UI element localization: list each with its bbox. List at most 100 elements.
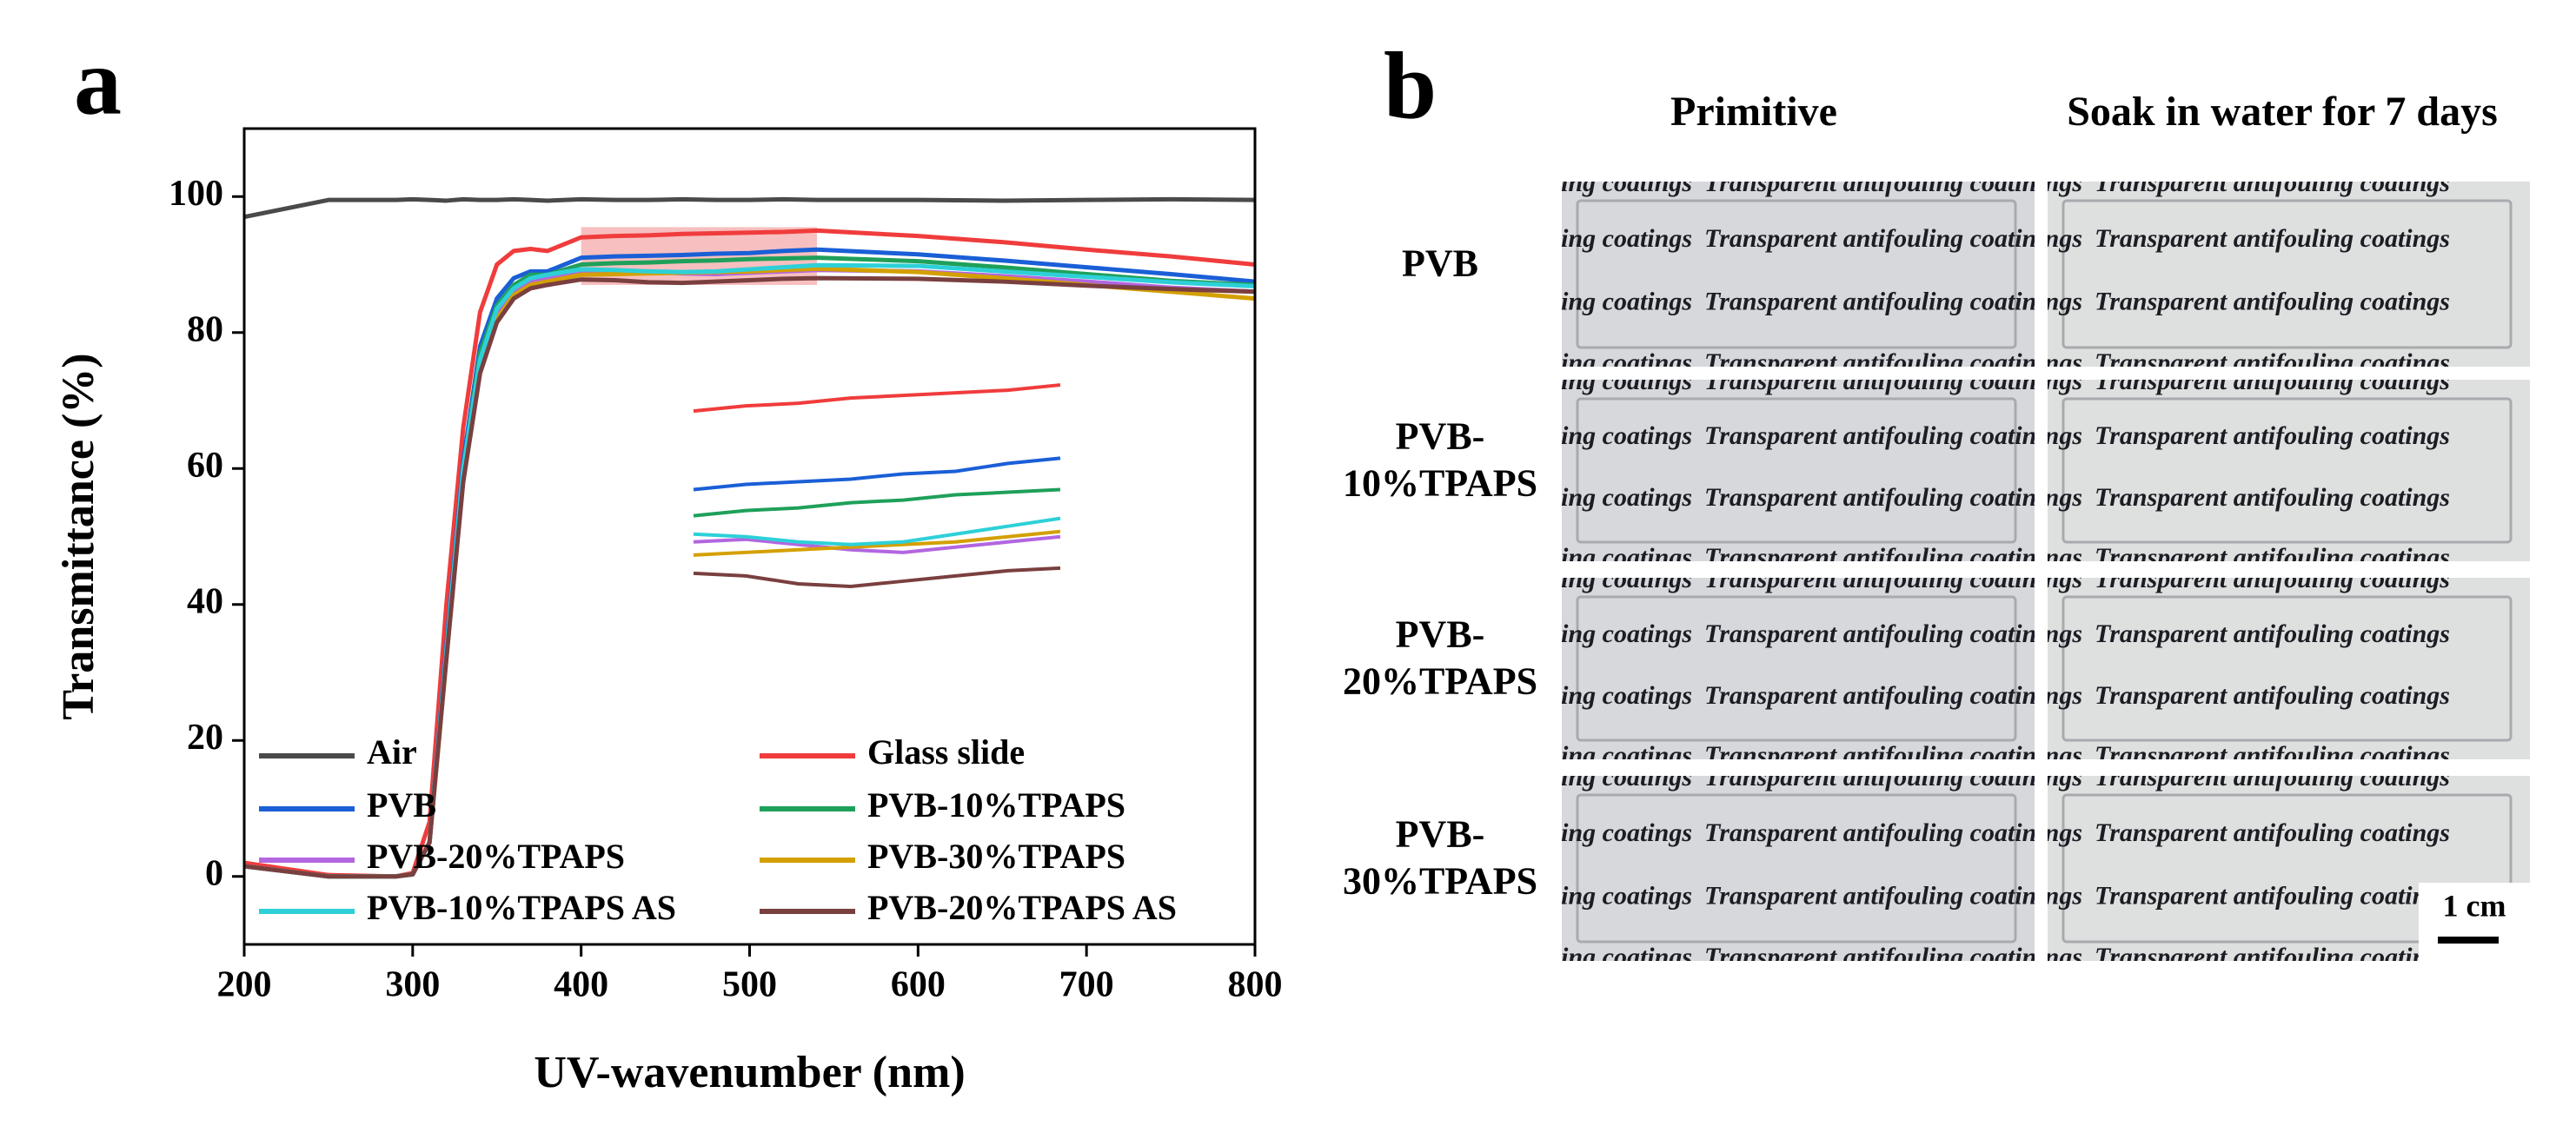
photo-text: Transparent antifouling coatings xyxy=(1704,169,2060,197)
x-tick-label: 300 xyxy=(385,965,440,1005)
photo-text: Transparent antifouling coatings xyxy=(1704,367,2060,395)
row-label: 10%TPAPS xyxy=(1343,462,1537,505)
x-tick-label: 600 xyxy=(891,965,946,1005)
photo-text: Transparent antifouling coatings xyxy=(2095,421,2450,450)
photo: Transparent antifouling coatings Transpar… xyxy=(1727,565,2530,770)
photo-text: Transparent antifouling coatings xyxy=(1704,287,2060,315)
photo-text: Transparent antifouling coatings xyxy=(2095,367,2450,395)
photo-text: Transparent antifouling coatings xyxy=(1704,224,2060,253)
plot-frame xyxy=(242,127,1257,946)
series-line xyxy=(243,275,1256,879)
photo-text: Transparent antifouling coatings xyxy=(1337,543,1692,572)
photo-text: Transparent antifouling coatings xyxy=(2095,348,2450,377)
slide-edge xyxy=(2061,199,2513,349)
y-tick-label: 20 xyxy=(187,718,223,758)
photo-text: Transparent antifouling coatings xyxy=(1337,681,1692,710)
photo-bg xyxy=(1562,776,2035,961)
photo-text: Transparent antifouling coatings xyxy=(1704,741,2060,770)
photo-text: Transparent antifouling coatings xyxy=(1727,619,2082,648)
row-label: PVB- xyxy=(1396,813,1485,856)
slide-edge xyxy=(2061,397,2513,544)
photo-text: Transparent antifouling coatings xyxy=(1727,565,2082,593)
photo-bg xyxy=(2048,380,2530,561)
y-tick-label: 60 xyxy=(187,446,223,486)
photo-text: Transparent antifouling coatings xyxy=(2095,619,2450,648)
photo-text: Transparent antifouling coatings xyxy=(1704,619,2060,648)
photo-bg xyxy=(2048,578,2530,759)
y-axis-label: Transmittance (%) xyxy=(54,353,103,719)
photo-text: Transparent antifouling coatings xyxy=(2095,169,2450,197)
photo-text: Transparent antifouling coatings xyxy=(1727,943,2082,971)
photo-text: Transparent antifouling coatings xyxy=(1727,763,2082,792)
photo-text: Transparent antifouling coatings xyxy=(1337,224,1692,253)
photo-text: Transparent antifouling coatings xyxy=(1704,565,2060,593)
photo-text: Transparent antifouling coatings xyxy=(1337,287,1692,315)
photo-text: Transparent antifouling coatings xyxy=(1727,543,2082,572)
row-label: PVB- xyxy=(1396,613,1485,656)
slide-edge xyxy=(1576,595,2017,742)
photo-text: Transparent antifouling coatings xyxy=(1704,763,2060,792)
slide-edge xyxy=(1576,397,2017,544)
inset-line xyxy=(693,534,1061,554)
photo: Transparent antifouling coatings Transpar… xyxy=(1727,169,2530,377)
x-tick-label: 800 xyxy=(1228,965,1283,1005)
photo: Transparent antifouling coatings Transpar… xyxy=(1337,763,2060,971)
photo-text: Transparent antifouling coatings xyxy=(1727,287,2082,315)
photo-text: Transparent antifouling coatings xyxy=(1727,881,2082,910)
photo-text: Transparent antifouling coatings xyxy=(1704,543,2060,572)
column-header: Soak in water for 7 days xyxy=(2067,89,2498,135)
y-tick-label: 100 xyxy=(169,174,223,214)
photo: Transparent antifouling coatings Transpar… xyxy=(1727,367,2530,572)
photo-text: Transparent antifouling coatings xyxy=(1727,741,2082,770)
photo: Transparent antifouling coatings Transpar… xyxy=(1337,367,2060,572)
photo-text: Transparent antifouling coatings xyxy=(1337,741,1692,770)
y-tick-label: 0 xyxy=(205,853,223,893)
photo-text: Transparent antifouling coatings xyxy=(2095,943,2450,971)
photo-text: Transparent antifouling coatings xyxy=(2095,881,2450,910)
photo-text: Transparent antifouling coatings xyxy=(1337,818,1692,847)
photo-text: Transparent antifouling coatings xyxy=(2095,543,2450,572)
photo-text: Transparent antifouling coatings xyxy=(1337,763,1692,792)
column-header: Primitive xyxy=(1670,89,1837,135)
scale-bar xyxy=(2438,937,2499,944)
legend-label: PVB-10%TPAPS xyxy=(867,785,1125,825)
photo-text: Transparent antifouling coatings xyxy=(1704,421,2060,450)
photo-text: Transparent antifouling coatings xyxy=(2095,763,2450,792)
photo-text: Transparent antifouling coatings xyxy=(1337,619,1692,648)
photo-text: Transparent antifouling coatings xyxy=(1337,348,1692,377)
photo-text: Transparent antifouling coatings xyxy=(1727,169,2082,197)
x-tick-label: 500 xyxy=(722,965,777,1005)
photo-text: Transparent antifouling coatings xyxy=(1727,367,2082,395)
photo-text: Transparent antifouling coatings xyxy=(1727,483,2082,512)
inset-line xyxy=(693,456,1061,492)
photo-text: Transparent antifouling coatings xyxy=(1337,169,1692,197)
photo-bg xyxy=(1562,380,2035,561)
photo-text: Transparent antifouling coatings xyxy=(2095,565,2450,593)
photo-text: Transparent antifouling coatings xyxy=(1727,818,2082,847)
row-label: 20%TPAPS xyxy=(1343,660,1537,703)
photo-text: Transparent antifouling coatings xyxy=(2095,681,2450,710)
panel-label: a xyxy=(74,28,122,134)
photo-text: Transparent antifouling coatings xyxy=(1704,881,2060,910)
photo-text: Transparent antifouling coatings xyxy=(1704,943,2060,971)
photo-text: Transparent antifouling coatings xyxy=(1704,483,2060,512)
photo-text: Transparent antifouling coatings xyxy=(1727,421,2082,450)
photo-text: Transparent antifouling coatings xyxy=(1727,224,2082,253)
y-tick-label: 40 xyxy=(187,581,223,621)
photo-text: Transparent antifouling coatings xyxy=(2095,741,2450,770)
photo-text: Transparent antifouling coatings xyxy=(1727,681,2082,710)
photo-text: Transparent antifouling coatings xyxy=(1337,421,1692,450)
scale-bar-label: 1 cm xyxy=(2443,888,2506,923)
slide-edge xyxy=(1576,199,2017,349)
slide-edge xyxy=(1576,793,2017,944)
photo-text: Transparent antifouling coatings xyxy=(1704,818,2060,847)
photo-text: Transparent antifouling coatings xyxy=(1337,565,1692,593)
panel-label: b xyxy=(1384,32,1437,138)
photo-text: Transparent antifouling coatings xyxy=(1337,367,1692,395)
series-line xyxy=(243,247,1256,879)
photo-text: Transparent antifouling coatings xyxy=(1337,881,1692,910)
x-tick-label: 400 xyxy=(554,965,608,1005)
x-tick-label: 200 xyxy=(217,965,272,1005)
legend-label: PVB-30%TPAPS xyxy=(867,837,1125,876)
